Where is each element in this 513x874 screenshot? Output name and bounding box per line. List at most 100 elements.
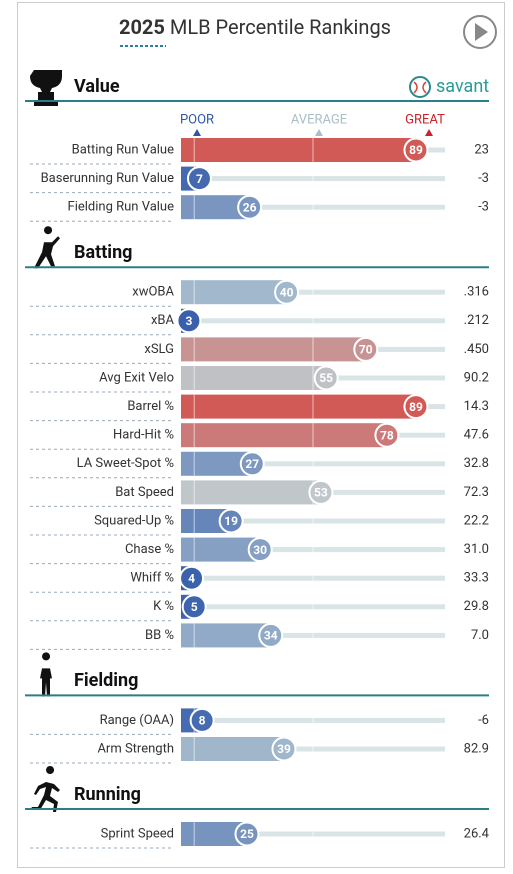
stat-value: -3	[478, 171, 489, 186]
percentile-circle	[234, 821, 260, 847]
section-title: Value	[74, 76, 120, 97]
percentile-circle	[353, 336, 379, 362]
stat-value: 72.3	[464, 485, 489, 500]
percentile-bar	[181, 480, 321, 505]
percentile-value: 19	[224, 514, 238, 528]
percentile-value: 27	[245, 457, 259, 471]
legend-great: GREAT	[405, 112, 445, 127]
metric-row: Barrel % 89 14.3	[30, 394, 489, 422]
percentile-bar	[181, 394, 416, 419]
stat-value: 90.2	[464, 370, 489, 385]
stat-value: 33.3	[464, 571, 489, 586]
metric-label: Bat Speed	[115, 485, 174, 500]
play-button[interactable]	[463, 15, 497, 49]
legend-arrow	[193, 129, 201, 136]
metric-row: Squared-Up % 19 22.2	[30, 508, 489, 536]
metric-row: Baserunning Run Value 7 -3	[30, 166, 489, 194]
title: 2025 MLB Percentile Rankings	[119, 15, 391, 39]
stat-value: -3	[478, 200, 489, 215]
percentile-value: 70	[359, 343, 373, 357]
stat-value: 7.0	[471, 628, 489, 643]
percentile-bar	[181, 366, 327, 390]
percentile-circle	[181, 594, 207, 620]
metric-label: xBA	[151, 313, 175, 328]
stat-value: -6	[478, 713, 489, 728]
percentile-circle	[239, 451, 265, 477]
metric-label: xwOBA	[132, 285, 174, 300]
metric-row: Whiff % 4 33.3	[30, 565, 489, 593]
metric-label: Whiff %	[130, 571, 174, 586]
percentile-circle	[237, 194, 263, 220]
stat-value: 22.2	[464, 513, 489, 528]
percentile-circle	[179, 565, 205, 591]
percentile-value: 3	[185, 314, 192, 328]
percentile-circle	[258, 622, 284, 648]
percentile-circle	[308, 479, 334, 505]
section-icon	[40, 652, 52, 697]
stat-value: 29.8	[464, 599, 489, 614]
metric-row: K % 5 29.8	[30, 594, 489, 622]
percentile-value: 4	[188, 571, 195, 585]
section-icon	[30, 766, 60, 812]
legend-average: AVERAGE	[291, 112, 347, 127]
percentile-value: 25	[240, 827, 254, 841]
metric-label: Sprint Speed	[101, 826, 174, 841]
percentile-bar	[181, 623, 271, 648]
metric-row: Bat Speed 53 72.3	[30, 479, 489, 507]
section-title: Fielding	[74, 670, 138, 691]
title-year: 2025	[119, 15, 165, 39]
metric-label: Chase %	[125, 542, 174, 557]
percentile-circle	[274, 279, 300, 305]
percentile-value: 89	[409, 400, 423, 414]
section-title: Running	[74, 784, 141, 805]
percentile-value: 78	[380, 428, 394, 442]
legend-poor: POOR	[180, 112, 214, 127]
percentile-circle	[189, 707, 215, 733]
percentile-value: 7	[196, 172, 203, 186]
metric-row: xwOBA 40 .316	[30, 279, 489, 307]
percentile-circle	[271, 736, 297, 762]
brand: savant	[436, 76, 489, 97]
metric-label: xSLG	[144, 342, 174, 357]
metric-row: LA Sweet-Spot % 27 32.8	[30, 451, 489, 479]
metric-label: Avg Exit Velo	[99, 370, 174, 385]
percentile-circle	[176, 308, 202, 334]
stat-value: .212	[464, 313, 489, 328]
section-title: Batting	[74, 242, 132, 263]
percentile-value: 34	[264, 629, 278, 643]
percentile-value: 55	[319, 371, 333, 385]
metric-label: Fielding Run Value	[68, 200, 175, 215]
percentile-bar	[181, 280, 287, 305]
savant-logo: savant	[409, 76, 489, 98]
metric-row: xSLG 70 .450	[30, 336, 489, 364]
stat-value: .316	[464, 285, 489, 300]
stat-value: 82.9	[464, 741, 489, 756]
title-text: MLB Percentile Rankings	[170, 15, 391, 39]
metric-row: Avg Exit Velo 55 90.2	[30, 365, 489, 393]
percentile-bar	[181, 423, 387, 448]
legend-arrow	[315, 129, 323, 136]
percentile-value: 53	[314, 486, 328, 500]
metric-row: Chase % 30 31.0	[30, 537, 489, 565]
metric-row: Range (OAA) 8 -6	[30, 707, 489, 735]
metric-row: BB % 34 7.0	[30, 622, 489, 650]
percentile-circle	[247, 537, 273, 563]
percentile-value: 89	[409, 143, 423, 157]
section-icon	[34, 226, 60, 269]
percentile-value: 26	[243, 200, 257, 214]
metric-label: Barrel %	[127, 399, 174, 414]
metric-label: Hard-Hit %	[113, 428, 174, 443]
percentile-circle	[313, 365, 339, 391]
metric-label: Range (OAA)	[100, 713, 174, 728]
metric-label: Squared-Up %	[94, 513, 174, 528]
stat-value: 26.4	[464, 826, 490, 841]
metric-row: Sprint Speed 25 26.4	[30, 821, 490, 849]
stat-value: .450	[464, 342, 489, 357]
metric-row: xBA 3 .212	[30, 308, 489, 336]
section-icon	[30, 70, 62, 106]
metric-row: Fielding Run Value 26 -3	[30, 194, 489, 222]
percentile-bar	[181, 737, 284, 761]
metric-row: Hard-Hit % 78 47.6	[30, 422, 489, 450]
stat-value: 31.0	[464, 542, 489, 557]
